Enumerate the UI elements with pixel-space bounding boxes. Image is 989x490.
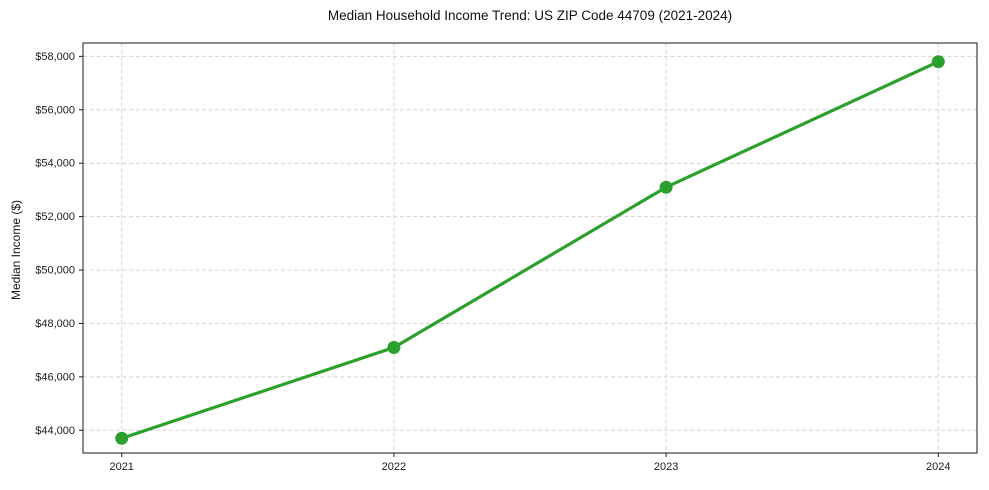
data-point-2024 (931, 55, 945, 69)
y-tick-label: $46,000 (35, 371, 75, 383)
x-tick-label: 2022 (382, 461, 406, 473)
x-tick-label: 2023 (654, 461, 678, 473)
data-point-2023 (659, 180, 673, 194)
y-tick-label: $50,000 (35, 265, 75, 277)
y-tick-label: $58,000 (35, 51, 75, 63)
data-point-2021 (115, 431, 129, 445)
x-tick-label: 2024 (926, 461, 950, 473)
data-point-2022 (387, 340, 401, 354)
y-tick-label: $44,000 (35, 425, 75, 437)
y-tick-label: $52,000 (35, 211, 75, 223)
x-tick-label: 2021 (109, 461, 133, 473)
income-trend-line (120, 60, 940, 440)
y-tick-label: $54,000 (35, 158, 75, 170)
chart-title: Median Household Income Trend: US ZIP Co… (327, 8, 733, 23)
y-tick-label: $48,000 (35, 318, 75, 330)
y-tick-label: $56,000 (35, 104, 75, 116)
plot-border (82, 42, 978, 454)
